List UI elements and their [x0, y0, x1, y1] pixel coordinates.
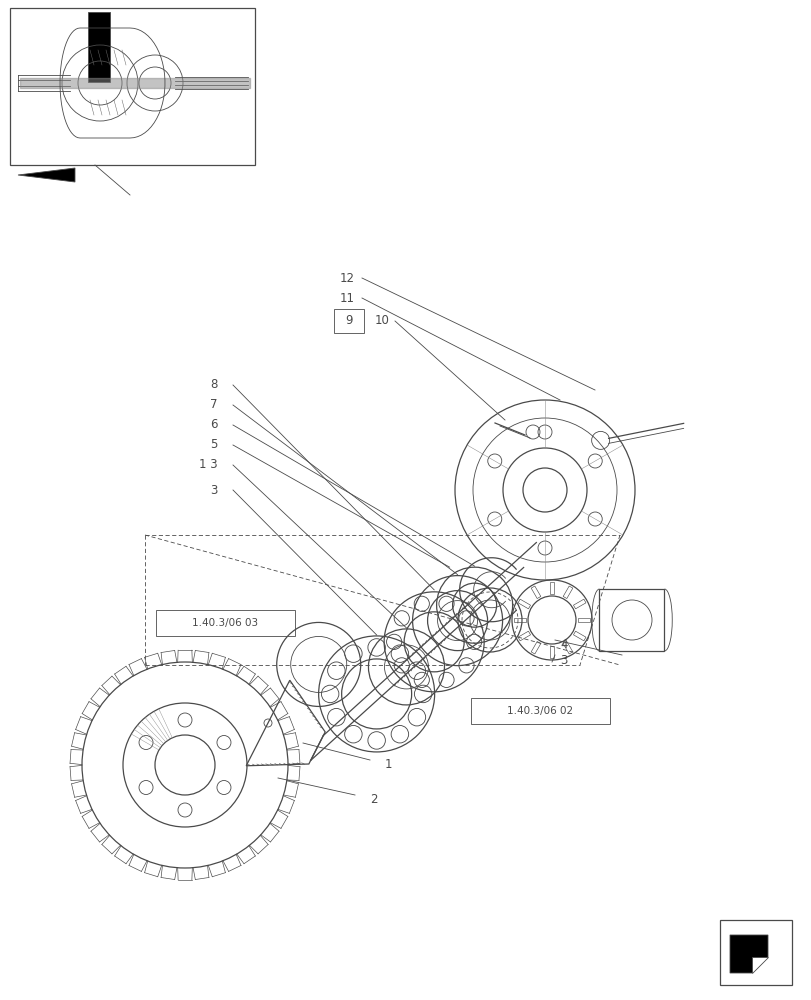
Text: 7: 7: [210, 398, 217, 412]
Text: 9: 9: [345, 314, 352, 328]
Text: 12: 12: [340, 271, 354, 284]
Text: 4: 4: [560, 639, 567, 652]
FancyBboxPatch shape: [333, 309, 363, 333]
Text: 11: 11: [340, 292, 354, 304]
Text: 5: 5: [210, 438, 217, 452]
Bar: [88, 12, 109, 82]
Text: 2: 2: [370, 793, 377, 806]
Bar: [599, 589, 663, 651]
Text: 1.40.3/06 02: 1.40.3/06 02: [506, 706, 573, 716]
Bar: [719, 920, 791, 985]
Text: 3: 3: [210, 484, 217, 496]
Text: 6: 6: [210, 418, 217, 432]
Text: 1 3: 1 3: [200, 458, 217, 472]
Bar: [10, 8, 255, 165]
Text: 3: 3: [560, 654, 567, 666]
Polygon shape: [751, 957, 767, 973]
FancyBboxPatch shape: [156, 610, 294, 636]
Polygon shape: [18, 168, 75, 182]
Text: 1: 1: [384, 758, 392, 772]
Text: 1.40.3/06 03: 1.40.3/06 03: [191, 618, 258, 628]
FancyBboxPatch shape: [470, 698, 609, 724]
Polygon shape: [729, 935, 767, 973]
Text: 10: 10: [375, 314, 389, 328]
Text: 8: 8: [210, 378, 217, 391]
